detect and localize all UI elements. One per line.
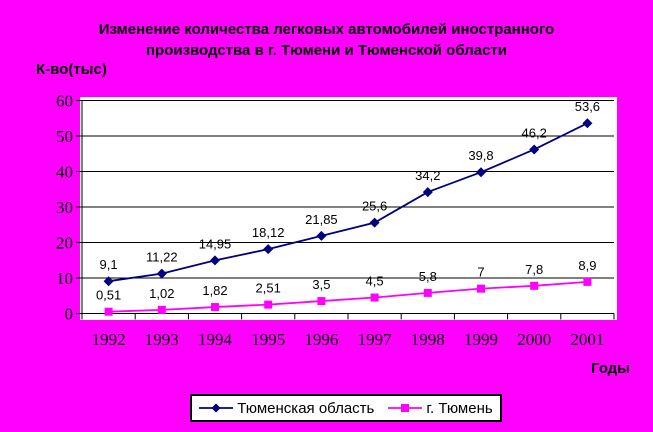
diamond-marker-icon bbox=[199, 403, 234, 413]
square-marker bbox=[370, 293, 379, 302]
legend: Тюменская область г. Тюмень bbox=[190, 394, 502, 422]
data-label: 7,8 bbox=[525, 262, 543, 277]
x-tick-label: 2001 bbox=[570, 330, 604, 349]
data-label: 5,8 bbox=[419, 269, 437, 284]
legend-label-city: г. Тюмень bbox=[426, 399, 493, 417]
square-marker bbox=[317, 297, 326, 306]
data-label: 18,12 bbox=[252, 225, 285, 240]
data-label: 1,82 bbox=[202, 283, 227, 298]
data-label: 2,51 bbox=[256, 281, 281, 296]
diamond-marker bbox=[263, 244, 274, 255]
x-tick-label: 1995 bbox=[251, 330, 285, 349]
diamond-marker bbox=[316, 230, 327, 241]
y-tick-label: 10 bbox=[56, 269, 73, 288]
data-label: 14,95 bbox=[199, 236, 232, 251]
chart-title-line2: производства в г. Тюмени и Тюменской обл… bbox=[145, 42, 508, 59]
y-tick-label: 40 bbox=[56, 163, 73, 182]
diamond-marker bbox=[210, 255, 220, 266]
x-tick-label: 1998 bbox=[411, 330, 445, 349]
x-tick-label: 2000 bbox=[517, 330, 551, 349]
diamond-marker bbox=[369, 217, 380, 228]
diamond-marker bbox=[582, 118, 593, 129]
x-tick-label: 1997 bbox=[358, 330, 393, 349]
square-marker bbox=[423, 288, 432, 297]
diamond-marker bbox=[422, 187, 433, 198]
data-label: 34,2 bbox=[415, 168, 440, 183]
chart-title: Изменение количества легковых автомобиле… bbox=[0, 19, 653, 61]
data-label: 1,02 bbox=[149, 286, 174, 301]
x-tick-label: 1994 bbox=[198, 330, 233, 349]
y-tick-label: 30 bbox=[56, 198, 73, 217]
data-label: 8,9 bbox=[578, 258, 596, 273]
square-marker bbox=[157, 305, 166, 314]
x-tick-label: 1996 bbox=[304, 330, 338, 349]
y-tick-label: 60 bbox=[56, 92, 73, 111]
data-label: 3,5 bbox=[312, 277, 330, 292]
data-label: 21,85 bbox=[305, 212, 338, 227]
chart-title-line1: Изменение количества легковых автомобиле… bbox=[98, 21, 555, 38]
square-marker bbox=[583, 277, 592, 286]
legend-item-city: г. Тюмень bbox=[388, 399, 493, 417]
series-line bbox=[108, 281, 588, 313]
data-label: 39,8 bbox=[468, 148, 493, 163]
legend-item-region: Тюменская область bbox=[199, 400, 374, 417]
data-label: 53,6 bbox=[575, 99, 600, 114]
data-label: 46,2 bbox=[522, 125, 547, 140]
y-tick-label: 0 bbox=[65, 305, 74, 324]
legend-label-region: Тюменская область bbox=[237, 399, 375, 417]
square-marker bbox=[530, 281, 539, 290]
data-label: 7 bbox=[477, 265, 484, 280]
diamond-marker bbox=[103, 276, 114, 287]
x-tick-label: 1993 bbox=[145, 330, 179, 349]
y-tick-label: 50 bbox=[56, 127, 73, 146]
x-axis-title: Годы bbox=[590, 360, 630, 377]
square-marker bbox=[104, 307, 113, 316]
diamond-marker bbox=[529, 144, 540, 155]
x-tick-label: 1999 bbox=[464, 330, 498, 349]
y-axis-title: К-во(тыс) bbox=[36, 61, 107, 78]
plot-background bbox=[80, 97, 617, 320]
square-marker-icon bbox=[388, 404, 423, 412]
data-label: 4,5 bbox=[366, 274, 384, 289]
square-marker bbox=[477, 284, 485, 293]
x-tick-label: 1992 bbox=[92, 330, 126, 349]
data-label: 0,51 bbox=[96, 288, 121, 303]
data-label: 25,6 bbox=[362, 199, 387, 214]
square-marker bbox=[211, 303, 219, 312]
y-tick-label: 20 bbox=[56, 234, 73, 253]
diamond-marker bbox=[156, 268, 167, 279]
square-marker bbox=[264, 300, 273, 309]
data-label: 11,22 bbox=[146, 250, 178, 265]
data-label: 9,1 bbox=[100, 257, 118, 272]
diamond-marker bbox=[476, 167, 486, 178]
series-line bbox=[108, 122, 588, 283]
